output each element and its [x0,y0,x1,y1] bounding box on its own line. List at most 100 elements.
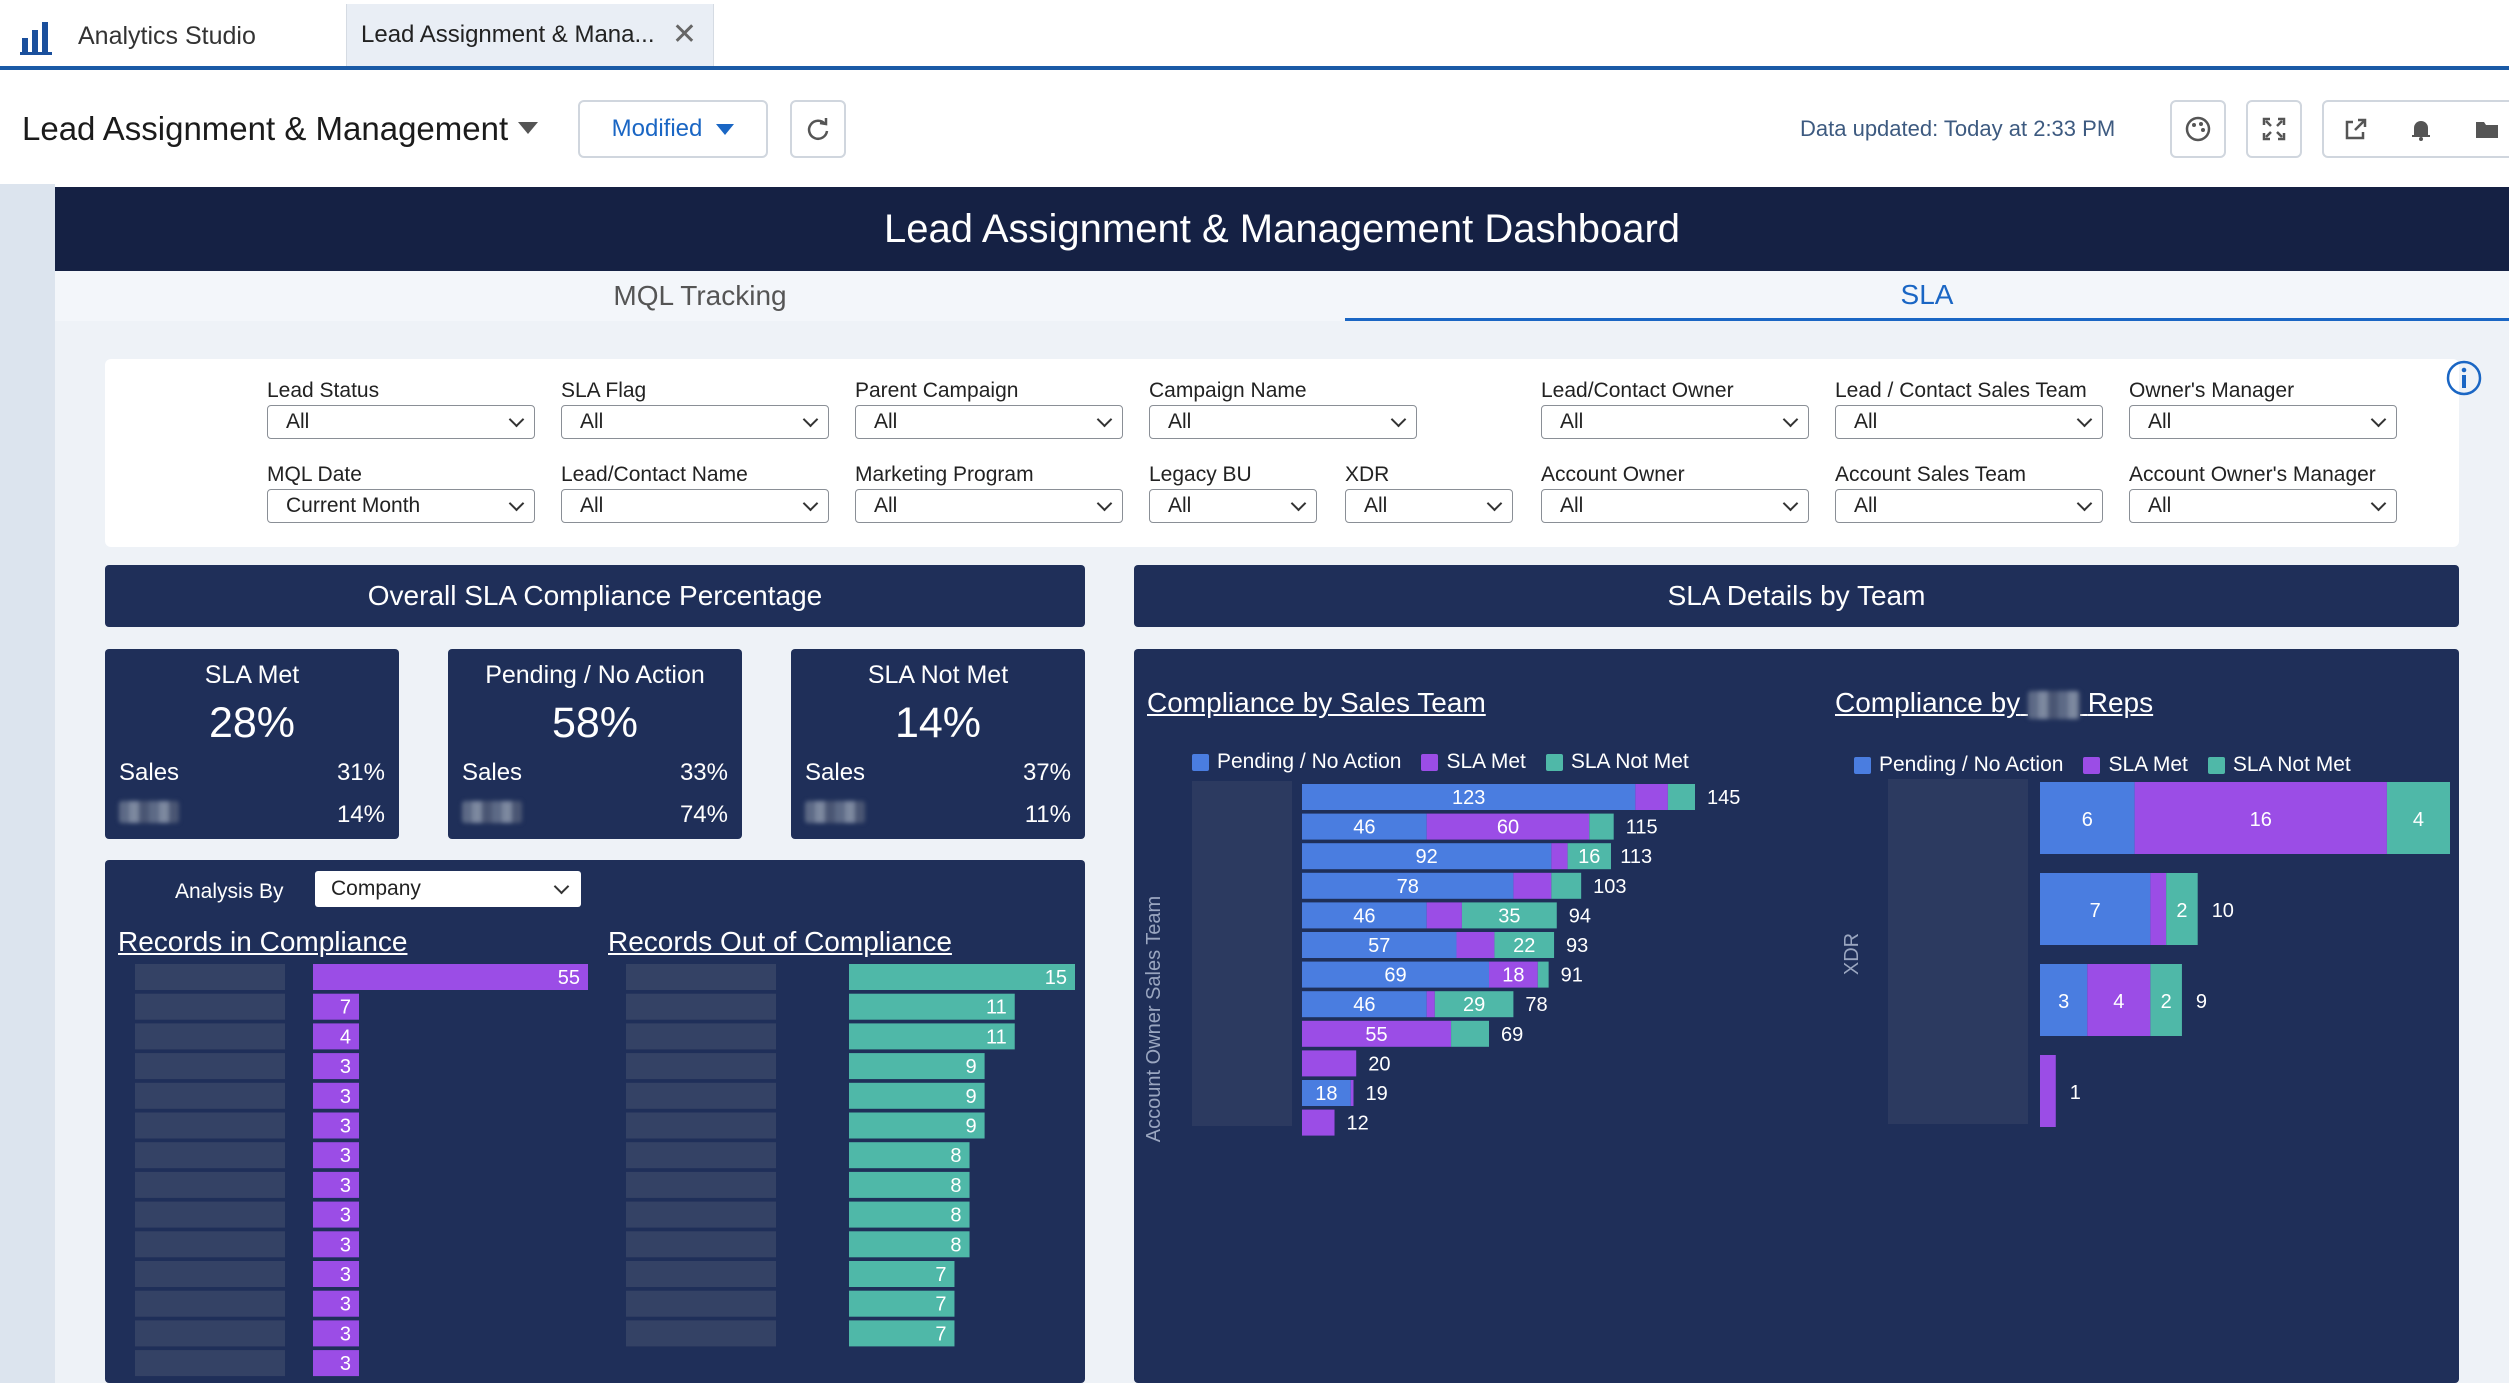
filter-campaign-name: Campaign Name All [1149,379,1417,439]
chevron-down-icon [1390,411,1407,428]
close-tab-icon[interactable]: ✕ [671,18,697,51]
records-in-compliance-title[interactable]: Records in Compliance [118,926,408,957]
filter-value: All [874,494,898,517]
filter-dropdown[interactable]: All [2129,405,2397,439]
legend-item-pending[interactable]: Pending / No Action [1192,750,1401,774]
filter-sla-flag: SLA Flag All [561,379,829,439]
kpi-row: Sales 33% [462,759,728,787]
records-out-of-compliance-title[interactable]: Records Out of Compliance [608,926,952,957]
filter-dropdown[interactable]: All [1149,489,1317,523]
bar-value-label: 9 [965,1086,976,1108]
filter-value: All [2148,410,2172,433]
document-tab-label: Lead Assignment & Mana... [361,21,655,48]
filter-marketing-program: Marketing Program All [855,463,1123,523]
filter-dropdown[interactable]: All [267,405,535,439]
tab-mql-tracking[interactable]: MQL Tracking [613,280,787,311]
filter-label: Lead / Contact Sales Team [1835,379,2087,402]
refresh-icon [807,118,829,140]
dashboard-header: Lead Assignment & Management Modified Da… [0,74,2509,184]
compliance-by-reps-title[interactable]: Compliance by Reps [1835,687,2153,719]
kpi-pending-no-action[interactable]: Pending / No Action 58% Sales 33% 74% [448,649,742,839]
modified-label: Modified [611,115,703,142]
refresh-button[interactable] [790,100,846,158]
bar-segment [1451,1020,1490,1047]
filter-dropdown[interactable]: All [855,405,1123,439]
kpi-sla-not-met[interactable]: SLA Not Met 14% Sales 37% 11% [791,649,1085,839]
document-tab[interactable]: Lead Assignment & Mana... ✕ [346,4,714,66]
bar-segment [1302,843,1552,870]
segment-value-label: 92 [1416,846,1438,868]
fullscreen-button[interactable] [2246,100,2302,158]
redacted-category-label [135,1023,285,1050]
app-tab[interactable]: Analytics Studio [18,14,256,58]
filter-dropdown[interactable]: All [1541,489,1809,523]
tab-sla[interactable]: SLA [1345,271,2509,321]
bar-segment [1302,1080,1351,1106]
bar-segment [1426,813,1590,840]
bar-value-label: 3 [340,1056,351,1078]
bell-icon[interactable] [2408,116,2434,142]
legend-item-pending[interactable]: Pending / No Action [1854,753,2063,777]
kpi-label: SLA Not Met [867,661,1009,689]
segment-value-label: 16 [2250,809,2272,831]
chevron-down-icon [1290,495,1307,512]
share-icon[interactable] [2343,116,2369,142]
filter-account-owners-manager: Account Owner's Manager All [2129,463,2397,523]
modified-button[interactable]: Modified [578,100,768,158]
bar-value-label: 3 [340,1264,351,1286]
filter-value: All [1854,410,1878,433]
legend-item-sla-met[interactable]: SLA Met [1421,750,1526,774]
bar-segment [1302,1109,1335,1136]
filter-dropdown[interactable]: All [1541,405,1809,439]
filter-dropdown[interactable]: All [1835,405,2103,439]
filter-label: Legacy BU [1149,463,1252,486]
filter-value: All [580,410,604,433]
bar-segment [2040,873,2151,945]
theme-button[interactable] [2170,100,2226,158]
compliance-by-sales-team-title[interactable]: Compliance by Sales Team [1147,687,1486,718]
filter-label: Lead Status [267,379,380,402]
analysis-by-dropdown[interactable]: Company [315,871,581,907]
legend-item-sla-met[interactable]: SLA Met [2083,753,2188,777]
kpi-row: Sales 37% [805,759,1071,787]
bar [313,1201,359,1228]
filter-dropdown[interactable]: All [855,489,1123,523]
filter-dropdown[interactable]: All [1345,489,1513,523]
bar-segment [2134,782,2387,854]
bar [849,1171,970,1198]
data-updated-text: Data updated: Today at 2:33 PM [1800,116,2116,141]
bar [849,1201,970,1228]
title-dropdown-caret-icon[interactable] [518,122,538,134]
redacted-category-label [626,1082,776,1109]
redacted-category-label [626,1201,776,1228]
filter-dropdown[interactable]: All [561,405,829,439]
chevron-down-icon [2370,495,2387,512]
folder-icon[interactable] [2473,116,2501,142]
filter-dropdown[interactable]: All [2129,489,2397,523]
kpi-row: 74% [462,801,728,829]
filter-dropdown[interactable]: Current Month [267,489,535,523]
bar-segment [1551,843,1568,870]
kpi-sla-met[interactable]: SLA Met 28% Sales 31% 14% [105,649,399,839]
bar [849,964,1075,990]
filter-dropdown[interactable]: All [1835,489,2103,523]
filter-value: All [1854,494,1878,517]
redacted-category-label [626,1231,776,1258]
redacted-category-label [135,1053,285,1080]
filter-dropdown[interactable]: All [561,489,829,523]
filter-parent-campaign: Parent Campaign All [855,379,1123,439]
tab-bar: Analytics Studio Lead Assignment & Mana.… [0,0,2509,70]
info-icon[interactable] [2445,359,2483,397]
legend-label: Pending / No Action [1879,753,2064,776]
legend-item-sla-not-met[interactable]: SLA Not Met [1545,750,1689,774]
filter-mql-date: MQL Date Current Month [267,463,535,523]
filter-dropdown[interactable]: All [1149,405,1417,439]
total-value-label: 145 [1707,787,1740,809]
legend-item-sla-not-met[interactable]: SLA Not Met [2207,753,2351,777]
overall-sla-header: Overall SLA Compliance Percentage [105,565,1085,627]
bar-value-label: 3 [340,1145,351,1167]
bar [313,1290,359,1317]
redacted-category-label [135,1350,285,1377]
bar-value-label: 9 [965,1056,976,1078]
